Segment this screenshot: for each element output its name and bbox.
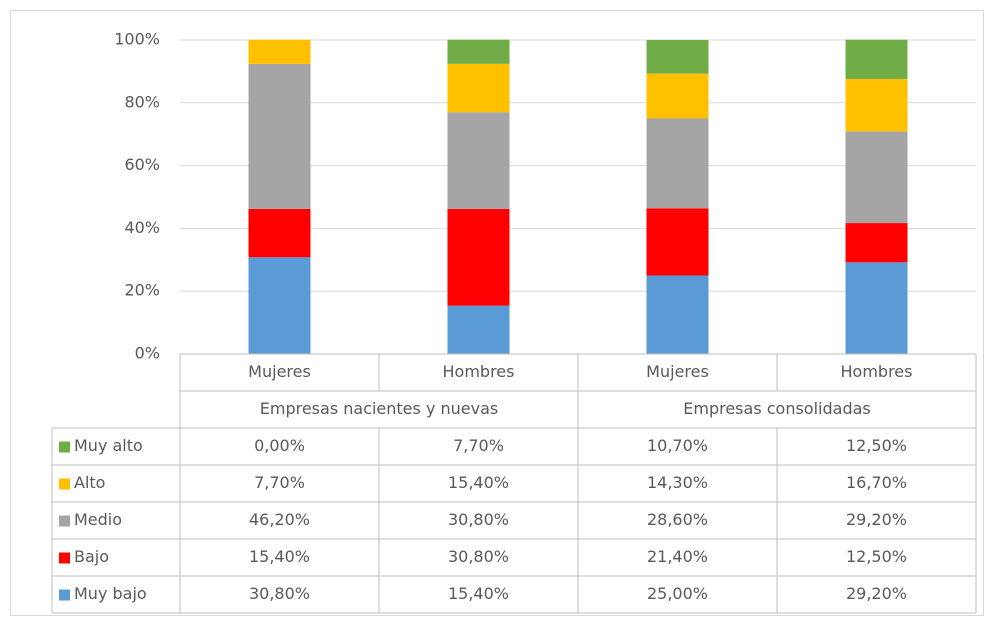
legend-key xyxy=(59,552,70,564)
bar-segment xyxy=(248,63,311,209)
table-value: 7,70% xyxy=(453,436,504,455)
legend-label: Alto xyxy=(74,473,105,492)
table-value: 29,20% xyxy=(846,584,907,603)
bar-segment xyxy=(845,223,908,263)
group-label: Empresas consolidadas xyxy=(683,399,870,418)
bar-segment xyxy=(447,112,510,209)
bar-segment xyxy=(248,257,311,354)
table-value: 0,00% xyxy=(254,436,305,455)
bar-segment xyxy=(447,63,510,113)
y-tick-label: 40% xyxy=(124,218,160,237)
bar-segment xyxy=(845,262,908,354)
table-value: 29,20% xyxy=(846,510,907,529)
table-value: 30,80% xyxy=(448,510,509,529)
table-value: 30,80% xyxy=(249,584,310,603)
y-tick-label: 100% xyxy=(114,30,160,49)
legend-label: Muy alto xyxy=(74,436,143,455)
bar-segment xyxy=(845,78,908,132)
table-value: 7,70% xyxy=(254,473,305,492)
legend-label: Medio xyxy=(74,510,122,529)
x-tick-label: Mujeres xyxy=(646,362,709,381)
legend-label: Bajo xyxy=(74,547,109,566)
table-value: 21,40% xyxy=(647,547,708,566)
table-value: 16,70% xyxy=(846,473,907,492)
bar-segment xyxy=(646,73,709,119)
x-tick-label: Mujeres xyxy=(248,362,311,381)
bar-segment xyxy=(845,39,908,79)
bar-segment xyxy=(646,118,709,209)
bar-segment xyxy=(447,208,510,306)
table-value: 10,70% xyxy=(647,436,708,455)
legend-key xyxy=(59,441,70,453)
y-tick-label: 80% xyxy=(124,92,160,111)
table-value: 28,60% xyxy=(647,510,708,529)
bar-segment xyxy=(248,208,311,258)
y-tick-label: 60% xyxy=(124,155,160,174)
table-value: 46,20% xyxy=(249,510,310,529)
table-value: 15,40% xyxy=(448,584,509,603)
y-tick-label: 20% xyxy=(124,281,160,300)
x-tick-label: Hombres xyxy=(841,362,913,381)
table-value: 15,40% xyxy=(448,473,509,492)
bar-segment xyxy=(447,305,510,354)
table-value: 15,40% xyxy=(249,547,310,566)
bar-segment xyxy=(646,208,709,276)
bar-segment xyxy=(646,275,709,354)
bar-segment xyxy=(845,131,908,224)
table-value: 25,00% xyxy=(647,584,708,603)
bar-segment xyxy=(248,39,311,64)
table-value: 14,30% xyxy=(647,473,708,492)
table-value: 12,50% xyxy=(846,547,907,566)
legend-key xyxy=(59,515,70,527)
table-value: 30,80% xyxy=(448,547,509,566)
table-value: 12,50% xyxy=(846,436,907,455)
x-tick-label: Hombres xyxy=(443,362,515,381)
group-label: Empresas nacientes y nuevas xyxy=(260,399,498,418)
legend-label: Muy bajo xyxy=(74,584,147,603)
bar-segment xyxy=(447,39,510,64)
legend-key xyxy=(59,478,70,490)
bar-segment xyxy=(646,40,709,74)
y-tick-label: 0% xyxy=(135,344,160,363)
legend-key xyxy=(59,589,70,601)
